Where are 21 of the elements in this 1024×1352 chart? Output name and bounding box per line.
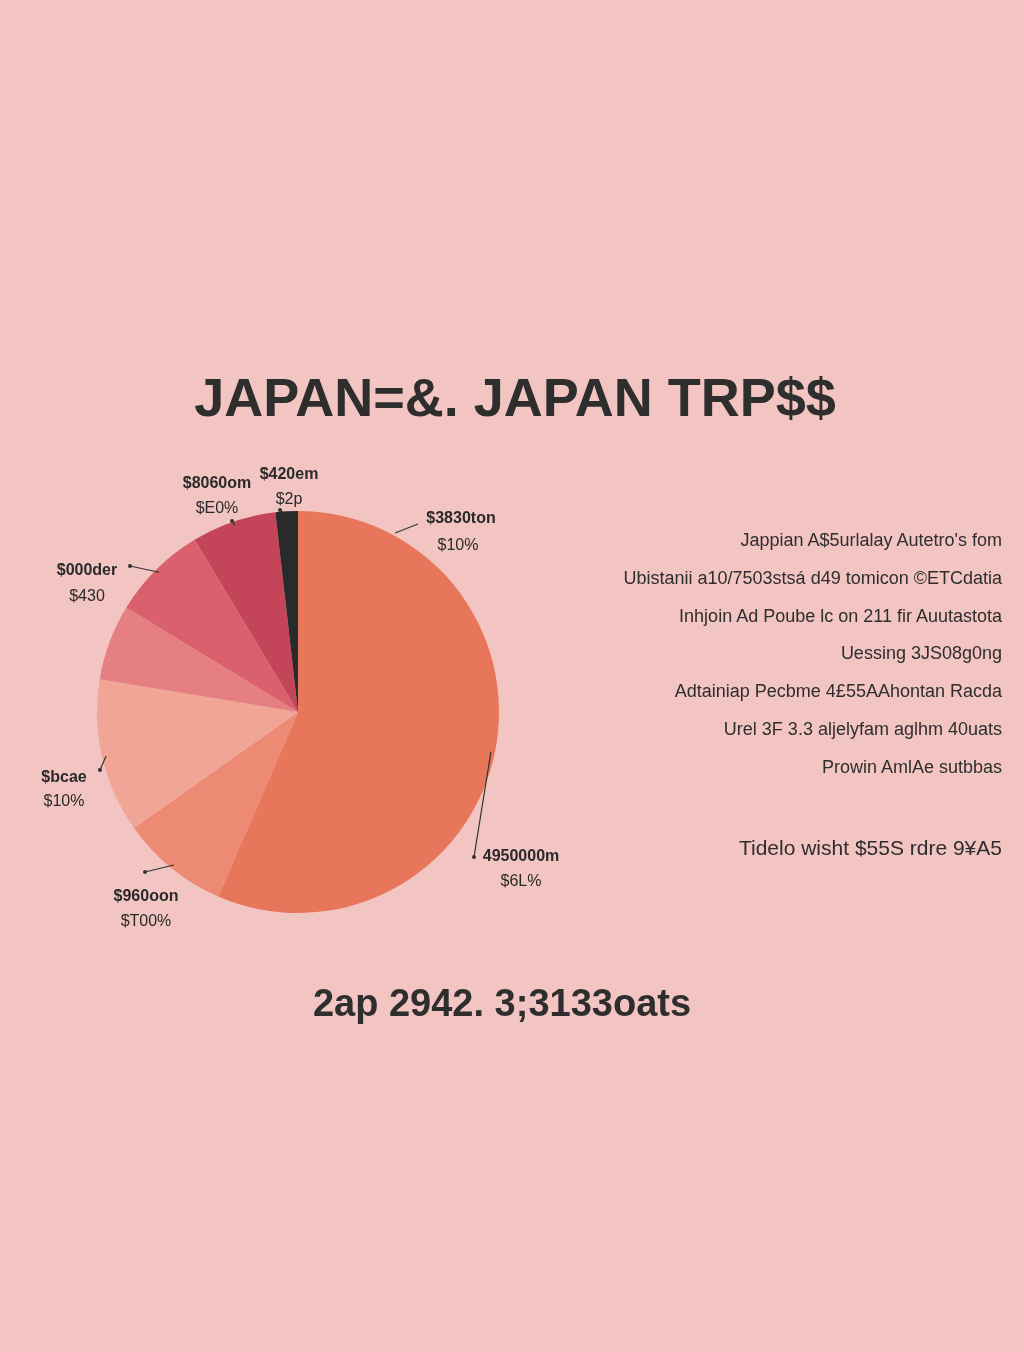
- slice-label: $bcae $10%: [41, 768, 87, 809]
- slice-label: $8060om $E0%: [182, 474, 252, 516]
- text: Adtainiap Pecbme 4£55AAhontan Racda: [674, 681, 1003, 701]
- text: $3830ton: [426, 509, 496, 526]
- text: Urel 3F 3.3 aljelyfam aglhm 40uats: [723, 719, 1002, 739]
- pie-slice: [99, 607, 298, 712]
- slice-label: $960oon $T00%: [113, 887, 179, 929]
- pie-slice: [97, 679, 298, 829]
- text: Tidelo wisht $55S rdre 9¥A5: [738, 836, 1002, 859]
- text: $10%: [437, 536, 479, 553]
- pie-slice: [126, 539, 298, 712]
- text: 2ap 2942. 3;3133oats: [312, 982, 692, 1024]
- slice-label: $000der $430: [56, 561, 118, 604]
- text: Prowin AmlAe sutbbas: [821, 757, 1002, 777]
- slice-label: $420em $2p: [259, 465, 319, 507]
- chart-title: JAPAN=&. JAPAN TRP$$: [194, 367, 836, 427]
- text: Inhjoin Ad Poube lc on 211 fir Auutastota: [679, 606, 1003, 626]
- text: Jappian A$5urlalay Autetro's fom: [740, 530, 1002, 550]
- text: Ubistanii a10/7503stsá d49 tomicon ©ETCdatia: [623, 568, 1003, 588]
- slice-label: 4950000m $6L%: [482, 847, 560, 889]
- text: Uessing 3JS08g0ng: [840, 643, 1002, 663]
